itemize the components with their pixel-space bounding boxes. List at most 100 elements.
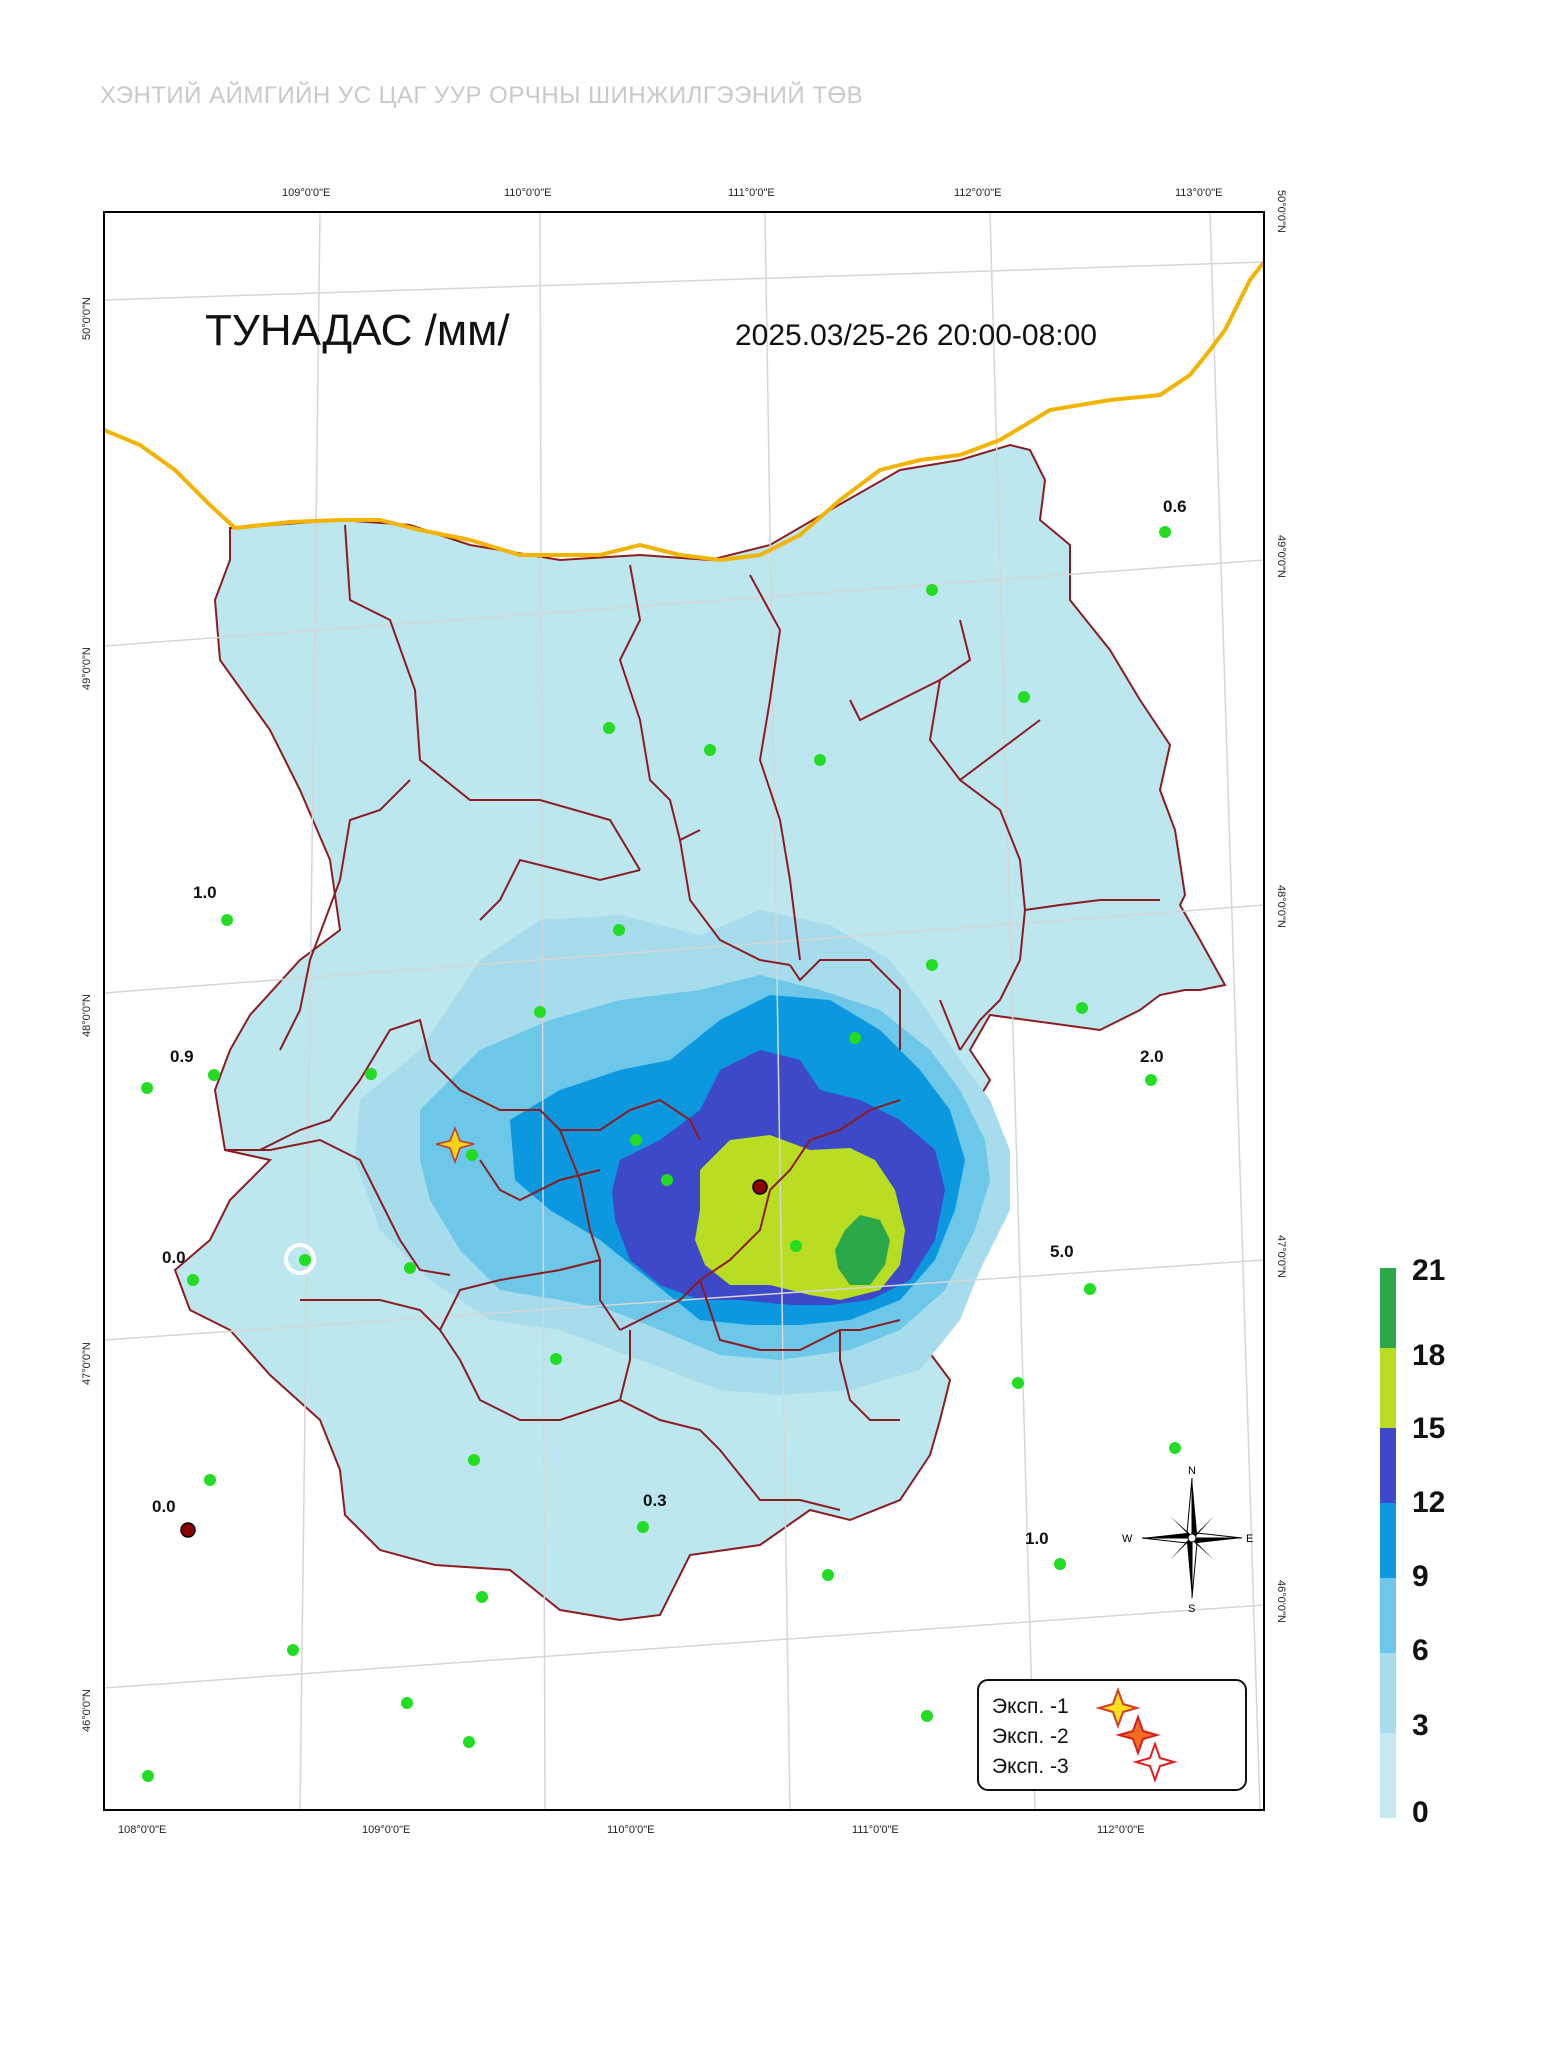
left-lat-label: 49°0'0"N [81,647,93,690]
station-dot [1012,1377,1024,1389]
station-dot [921,1710,933,1722]
station-dot [204,1474,216,1486]
map-period: 2025.03/25-26 20:00-08:00 [735,319,1097,352]
station-values: 0.6 1.0 0.9 2.0 0.0 5.0 0.0 0.3 1.0 [152,497,1187,1548]
star-orange-icon [1115,1714,1161,1756]
stations [141,526,1181,1782]
station-dot [790,1240,802,1252]
legend-label: Эксп. -3 [992,1755,1069,1778]
station-dot [208,1069,220,1081]
station-dot [187,1274,199,1286]
colorbar-tick: 18 [1412,1339,1445,1372]
station-dot [534,1006,546,1018]
station-ring-marker [284,1243,316,1275]
station-dot [926,584,938,596]
legend-box: Эксп. -1 Эксп. -2 Эксп. -3 [977,1679,1247,1791]
station-dot [463,1736,475,1748]
compass-rose-icon: N S E W [1122,1465,1253,1615]
compass-e: E [1246,1533,1253,1545]
station-dot [142,1770,154,1782]
colorbar-segment [1380,1578,1396,1653]
colorbar-segment [1380,1733,1396,1818]
station-dot [926,959,938,971]
district-borders [225,524,1160,1511]
top-lon-label: 111°0'0"E [728,187,775,199]
station-dot [287,1644,299,1656]
station-dot [822,1569,834,1581]
top-lon-label: 110°0'0"E [504,187,552,199]
station-dot [849,1032,861,1044]
colorbar-tick: 0 [1412,1796,1429,1829]
colorbar-tick: 3 [1412,1709,1429,1742]
colorbar-segment [1380,1428,1396,1503]
colorbar-tick: 12 [1412,1486,1445,1519]
star-yellow-icon [435,1125,475,1165]
station-dot [613,924,625,936]
left-lat-label: 48°0'0"N [81,994,93,1037]
station-dot [550,1353,562,1365]
station-dot [704,744,716,756]
station-dot [221,914,233,926]
station-value: 0.6 [1163,497,1187,516]
station-dot [1018,691,1030,703]
left-lat-label: 46°0'0"N [81,1689,93,1732]
station-dot [637,1521,649,1533]
station-value: 1.0 [193,883,217,902]
station-value: 1.0 [1025,1529,1049,1548]
colorbar-segment [1380,1653,1396,1733]
compass-w: W [1122,1533,1133,1545]
right-lat-labels: 50°0'0"N 49°0'0"N 48°0'0"N 47°0'0"N 46°0… [1275,190,1287,1623]
colorbar: 21 18 15 12 9 6 3 0 [1380,1254,1445,1829]
station-dot [404,1262,416,1274]
star-yellow-icon [1095,1687,1141,1729]
star-white-icon [1132,1741,1178,1783]
station-dot [1159,526,1171,538]
map-title: ТУНАДАС /мм/ [205,306,510,355]
right-lat-label: 49°0'0"N [1275,535,1287,578]
bottom-lon-label: 108°0'0"E [118,1824,166,1836]
station-value: 0.0 [162,1248,186,1267]
bottom-lon-label: 111°0'0"E [852,1824,899,1836]
experiment-station-marker [180,1522,196,1538]
experiment-station-marker [752,1179,768,1195]
precip-zone-18 [835,1215,890,1285]
compass-s: S [1188,1603,1195,1615]
station-dot [141,1082,153,1094]
left-lat-labels: 50°0'0"N 49°0'0"N 48°0'0"N 47°0'0"N 46°0… [81,297,93,1732]
station-dot [630,1134,642,1146]
legend-label: Эксп. -2 [992,1725,1069,1748]
top-lon-label: 113°0'0"E [1175,187,1223,199]
station-dot [661,1174,673,1186]
legend-label: Эксп. -1 [992,1695,1069,1718]
right-lat-label: 50°0'0"N [1275,190,1287,233]
station-value: 5.0 [1050,1242,1074,1261]
station-dot [476,1591,488,1603]
right-lat-label: 46°0'0"N [1275,1580,1287,1623]
station-value: 0.9 [170,1047,194,1066]
compass-n: N [1188,1465,1196,1477]
bottom-lon-label: 112°0'0"E [1097,1824,1145,1836]
right-lat-label: 48°0'0"N [1275,885,1287,928]
station-value: 0.0 [152,1497,176,1516]
colorbar-tick: 15 [1412,1412,1445,1445]
station-dot [1145,1074,1157,1086]
station-dot [1054,1558,1066,1570]
colorbar-segment [1380,1268,1396,1348]
left-lat-label: 50°0'0"N [81,297,93,340]
station-dot [603,722,615,734]
station-dot [365,1068,377,1080]
station-dot [814,754,826,766]
colorbar-tick: 21 [1412,1254,1445,1287]
station-dot [1169,1442,1181,1454]
right-lat-label: 47°0'0"N [1275,1235,1287,1278]
station-dot [1076,1002,1088,1014]
bottom-lon-labels: 108°0'0"E 109°0'0"E 110°0'0"E 111°0'0"E … [118,1824,1145,1836]
station-dot [468,1454,480,1466]
station-dot [401,1697,413,1709]
header-title: ХЭНТИЙ АЙМГИЙН УС ЦАГ УУР ОРЧНЫ ШИНЖИЛГЭ… [100,82,864,109]
colorbar-segment [1380,1503,1396,1578]
colorbar-tick: 9 [1412,1560,1429,1593]
station-dot [1084,1283,1096,1295]
top-lon-labels: 109°0'0"E 110°0'0"E 111°0'0"E 112°0'0"E … [282,187,1223,199]
